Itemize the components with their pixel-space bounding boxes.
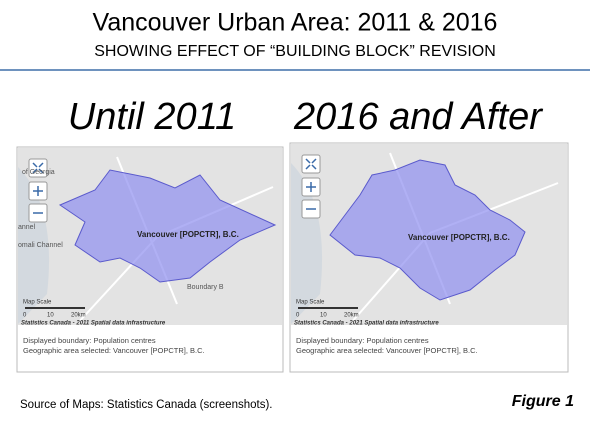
scale-label: 10 xyxy=(320,313,327,319)
water xyxy=(18,167,50,324)
scale-title: Map Scale xyxy=(23,300,52,306)
area-label: Vancouver [POPCTR], B.C. xyxy=(408,233,510,242)
map-caption: Displayed boundary: Population centres xyxy=(23,336,156,345)
zoom-icons xyxy=(305,158,317,210)
scale-label: 20km xyxy=(71,313,86,319)
scale-title: Map Scale xyxy=(296,300,325,306)
title: Vancouver Urban Area: 2011 & 2016 xyxy=(93,9,498,37)
scale-label: 10 xyxy=(47,313,54,319)
source-note: Source of Maps: Statistics Canada (scree… xyxy=(20,399,272,411)
population-centre-boundary xyxy=(58,169,277,283)
place-label: annel xyxy=(18,224,36,231)
map-credit: Statistics Canada - 2021 Spatial data in… xyxy=(294,321,439,327)
scale-label: 0 xyxy=(296,313,300,319)
map-caption: Displayed boundary: Population centres xyxy=(296,336,429,345)
map-caption: Geographic area selected: Vancouver [POP… xyxy=(23,346,205,355)
map-caption: Geographic area selected: Vancouver [POP… xyxy=(296,346,478,355)
panel-heading: Until 2011 xyxy=(68,96,236,138)
panel-heading: 2016 and After xyxy=(293,96,543,138)
scale-label: 0 xyxy=(23,313,27,319)
subtitle: SHOWING EFFECT OF “BUILDING BLOCK” REVIS… xyxy=(94,43,496,60)
place-label: Boundary B xyxy=(187,284,224,291)
scale-label: 20km xyxy=(344,313,359,319)
place-label: of Georgia xyxy=(22,169,55,176)
expand-button xyxy=(301,154,321,174)
zoom-icons xyxy=(32,162,44,214)
area-label: Vancouver [POPCTR], B.C. xyxy=(137,230,239,239)
population-centre-boundary xyxy=(329,159,526,301)
figure-label: Figure 1 xyxy=(512,393,574,410)
map-credit: Statistics Canada - 2011 Spatial data in… xyxy=(21,321,166,327)
map-panel: Until 2011 of Georgia annel omali Channel Bo… xyxy=(16,96,284,373)
place-label: omali Channel xyxy=(18,242,63,249)
map-panel: 2016 and After Vancouver [POPCTR], B.C. Ma… xyxy=(289,96,569,373)
